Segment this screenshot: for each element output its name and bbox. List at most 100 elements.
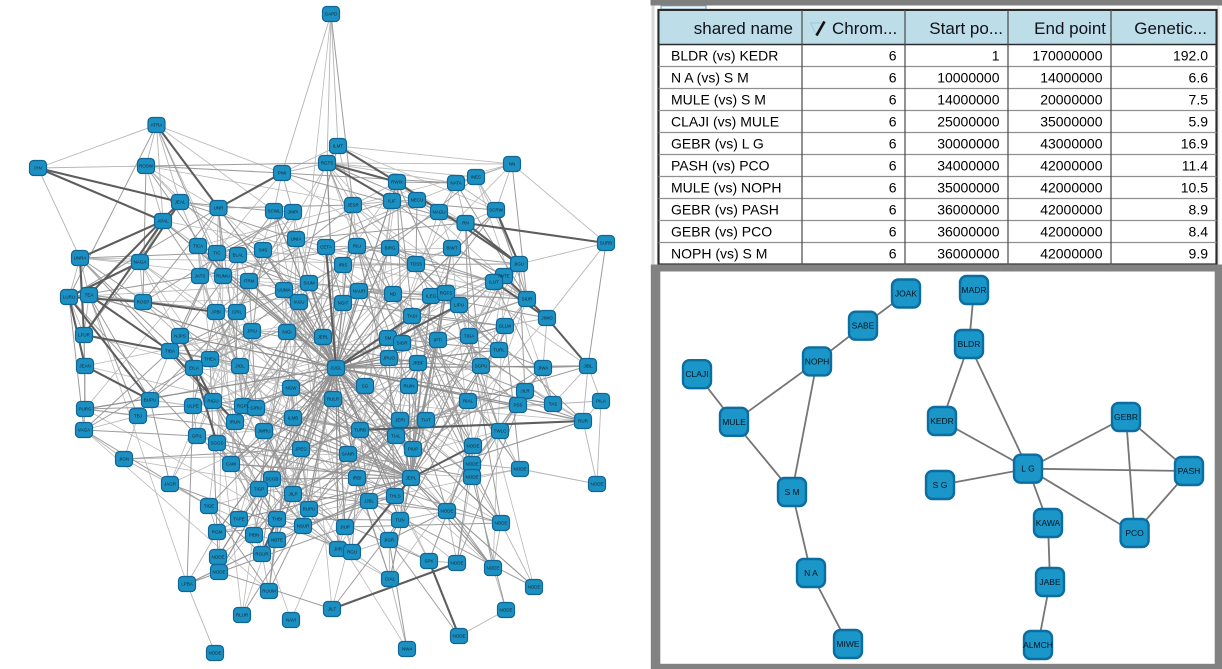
svg-text:CLAJI: CLAJI — [685, 369, 708, 379]
svg-text:GAPD: GAPD — [325, 12, 339, 17]
svg-text:NODE: NODE — [452, 634, 465, 639]
svg-text:NODE: NODE — [466, 444, 479, 449]
svg-text:NODE: NODE — [208, 651, 221, 656]
svg-text:RIAL: RIAL — [463, 399, 474, 404]
svg-text:8.9: 8.9 — [1189, 202, 1209, 218]
svg-text:JPIU: JPIU — [247, 329, 257, 334]
svg-text:PIUP: PIUP — [408, 447, 419, 452]
svg-text:NODE: NODE — [513, 467, 526, 472]
svg-text:6: 6 — [889, 92, 897, 108]
svg-text:SPK: SPK — [424, 559, 433, 564]
svg-text:MIWE: MIWE — [836, 639, 859, 649]
svg-text:EILA: EILA — [189, 366, 199, 371]
svg-text:JUGL: JUGL — [330, 366, 342, 371]
svg-text:SGGS: SGGS — [210, 441, 223, 446]
svg-text:GEBR (vs) L G: GEBR (vs) L G — [671, 136, 764, 152]
svg-text:JIWO: JIWO — [541, 316, 553, 321]
svg-text:TEA: TEA — [85, 293, 94, 298]
svg-text:NODE: NODE — [211, 555, 224, 560]
svg-text:SM: SM — [385, 336, 392, 341]
svg-text:JEPL: JEPL — [406, 476, 417, 481]
svg-text:UNRA: UNRA — [74, 256, 87, 261]
svg-text:JOAK: JOAK — [895, 289, 918, 299]
svg-text:NW4: NW4 — [402, 647, 412, 652]
svg-text:NODE: NODE — [494, 521, 507, 526]
svg-text:NAGU: NAGU — [432, 210, 445, 215]
svg-text:ATRA: ATRA — [151, 123, 163, 128]
svg-text:NODE: NODE — [465, 475, 478, 480]
svg-text:JJBL: JJBL — [364, 499, 375, 504]
svg-text:SIUR: SIUR — [522, 297, 534, 302]
svg-text:BIWT: BIWT — [446, 246, 457, 251]
svg-text:JESR: JESR — [347, 203, 359, 208]
svg-text:RLUR: RLUR — [236, 613, 249, 618]
svg-text:S M: S M — [784, 487, 799, 497]
svg-text:NECU: NECU — [411, 198, 424, 203]
svg-text:TIAT: TIAT — [421, 418, 431, 423]
svg-text:TIGE: TIGE — [204, 504, 215, 509]
svg-text:TURL: TURL — [493, 348, 505, 353]
svg-text:SGPU: SGPU — [475, 364, 488, 369]
svg-text:BLDR: BLDR — [958, 339, 981, 349]
svg-text:VAGA: VAGA — [78, 428, 90, 433]
svg-text:SURB: SURB — [600, 241, 613, 246]
svg-text:INEC: INEC — [471, 175, 483, 180]
svg-text:1: 1 — [992, 48, 1000, 64]
svg-text:UNR: UNR — [214, 206, 224, 211]
svg-text:JWRU: JWRU — [258, 429, 271, 434]
svg-text:PSS: PSS — [513, 403, 522, 408]
svg-text:JEAN: JEAN — [79, 364, 91, 369]
svg-text:36000000: 36000000 — [937, 224, 1000, 240]
svg-text:SIGR: SIGR — [396, 341, 408, 346]
svg-text:Chrom...: Chrom... — [832, 19, 897, 38]
svg-text:JIGL: JIGL — [235, 364, 245, 369]
svg-text:CAW: CAW — [226, 462, 237, 467]
svg-text:IWTE: IWTE — [498, 274, 509, 279]
svg-text:14000000: 14000000 — [1040, 70, 1103, 86]
svg-text:JERI: JERI — [395, 418, 405, 423]
svg-text:IPTI: IPTI — [434, 338, 442, 343]
svg-text:JIGR: JIGR — [384, 538, 395, 543]
svg-text:TAS: TAS — [549, 402, 557, 407]
svg-text:TIGP: TIGP — [254, 487, 265, 492]
svg-text:GEBR: GEBR — [1114, 412, 1138, 422]
svg-text:PASH: PASH — [1178, 466, 1201, 476]
svg-text:RGM: RGM — [212, 530, 223, 535]
svg-text:TICA: TICA — [193, 244, 203, 249]
svg-text:LFUR: LFUR — [78, 333, 91, 338]
svg-text:JIBL: JIBL — [583, 364, 593, 369]
svg-text:JATS: JATS — [195, 274, 206, 279]
svg-text:ILIF: ILIF — [388, 199, 396, 204]
svg-text:SANR: SANR — [342, 452, 355, 457]
svg-text:7.5: 7.5 — [1189, 92, 1209, 108]
svg-text:GEBR (vs) PASH: GEBR (vs) PASH — [671, 202, 779, 218]
svg-text:RGU: RGU — [347, 550, 357, 555]
svg-text:6: 6 — [889, 246, 897, 262]
svg-text:GLLW: GLLW — [499, 324, 512, 329]
svg-text:TOSS: TOSS — [410, 262, 422, 267]
svg-text:35000000: 35000000 — [1040, 114, 1103, 130]
svg-text:6: 6 — [889, 114, 897, 130]
svg-text:ILMT: ILMT — [333, 144, 344, 149]
svg-text:ALMCH: ALMCH — [1023, 640, 1053, 650]
svg-text:NODE: NODE — [527, 585, 540, 590]
svg-text:UUMA: UUMA — [277, 288, 290, 293]
svg-text:End point: End point — [1034, 19, 1106, 38]
svg-text:NODE: NODE — [590, 482, 603, 487]
svg-text:10.5: 10.5 — [1181, 180, 1208, 196]
svg-text:36000000: 36000000 — [937, 246, 1000, 262]
svg-text:NJPS: NJPS — [174, 334, 186, 339]
svg-text:9.9: 9.9 — [1189, 246, 1209, 262]
svg-text:MULE: MULE — [722, 417, 746, 427]
svg-text:THEA: THEA — [204, 357, 216, 362]
svg-text:RUIN: RUIN — [404, 384, 415, 389]
svg-text:JEAL: JEAL — [175, 200, 186, 205]
svg-text:LIPU: LIPU — [454, 303, 464, 308]
svg-text:NIGI: NIGI — [282, 330, 291, 335]
svg-text:GIRU: GIRU — [250, 406, 261, 411]
svg-text:RGUR: RGUR — [255, 552, 269, 557]
svg-text:ILUT: ILUT — [489, 280, 499, 285]
svg-text:N A: N A — [804, 568, 818, 578]
svg-text:PURG: PURG — [78, 407, 92, 412]
svg-text:ILMB: ILMB — [288, 416, 299, 421]
